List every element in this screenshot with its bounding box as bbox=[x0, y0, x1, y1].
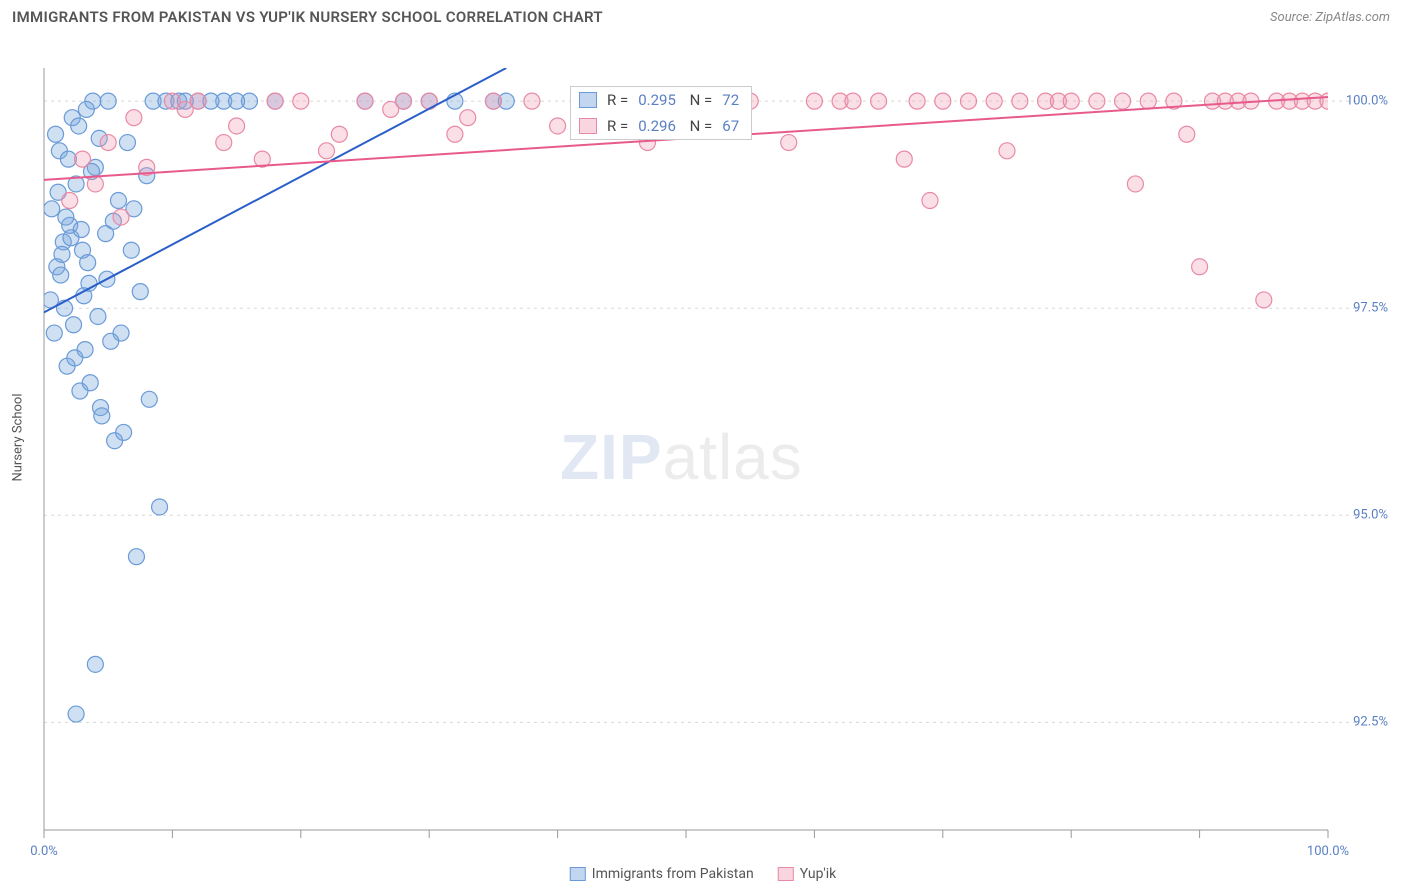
bottom-legend: Immigrants from Pakistan Yup'ik bbox=[570, 866, 836, 882]
swatch-yupik-icon bbox=[579, 118, 597, 134]
x-tick-label: 100.0% bbox=[1307, 844, 1349, 859]
stat-r-label: R = bbox=[607, 91, 628, 109]
stat-n-value-pakistan: 72 bbox=[722, 91, 739, 109]
swatch-pakistan-icon bbox=[579, 92, 597, 108]
stat-n-label: N = bbox=[686, 117, 712, 135]
chart-header: IMMIGRANTS FROM PAKISTAN VS YUP'IK NURSE… bbox=[0, 0, 1406, 30]
y-tick-label: 97.5% bbox=[1353, 301, 1388, 316]
stat-legend: R = 0.295 N = 72 R = 0.296 N = 67 bbox=[570, 86, 752, 140]
scatter-chart bbox=[0, 30, 1406, 888]
stat-r-label: R = bbox=[607, 117, 628, 135]
legend-label-pakistan: Immigrants from Pakistan bbox=[592, 866, 754, 882]
swatch-yupik-icon bbox=[778, 867, 794, 881]
stat-r-value-yupik: 0.296 bbox=[638, 117, 676, 135]
legend-item-yupik: Yup'ik bbox=[778, 866, 836, 882]
stat-row-yupik: R = 0.296 N = 67 bbox=[571, 113, 751, 139]
y-tick-label: 95.0% bbox=[1353, 508, 1388, 523]
chart-title: IMMIGRANTS FROM PAKISTAN VS YUP'IK NURSE… bbox=[12, 8, 603, 26]
stat-r-value-pakistan: 0.295 bbox=[638, 91, 676, 109]
stat-n-label: N = bbox=[686, 91, 712, 109]
stat-row-pakistan: R = 0.295 N = 72 bbox=[571, 87, 751, 113]
y-tick-label: 100.0% bbox=[1346, 94, 1388, 109]
source-label: Source: ZipAtlas.com bbox=[1270, 10, 1390, 25]
stat-n-value-yupik: 67 bbox=[722, 117, 739, 135]
legend-item-pakistan: Immigrants from Pakistan bbox=[570, 866, 754, 882]
y-tick-label: 92.5% bbox=[1353, 715, 1388, 730]
swatch-pakistan-icon bbox=[570, 867, 586, 881]
legend-label-yupik: Yup'ik bbox=[800, 866, 836, 882]
chart-container: Nursery School 92.5% 95.0% 97.5% 100.0% 0.0… bbox=[0, 30, 1406, 888]
y-axis-label: Nursery School bbox=[11, 393, 26, 481]
x-tick-label: 0.0% bbox=[30, 844, 58, 859]
